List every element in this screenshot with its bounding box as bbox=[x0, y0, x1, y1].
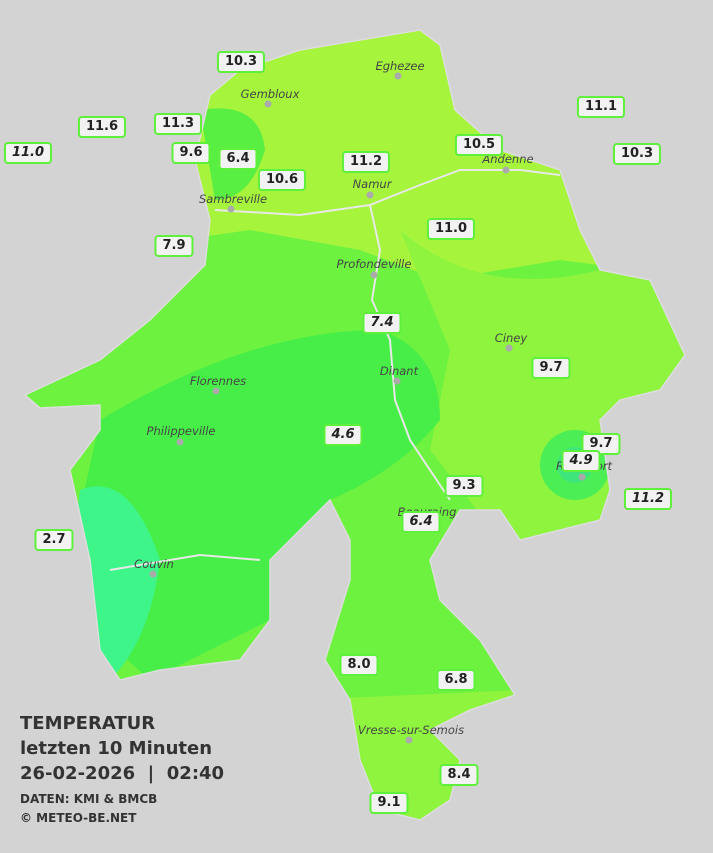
legend-copyright: © METEO-BE.NET bbox=[20, 811, 137, 825]
city-label: Gembloux bbox=[240, 87, 300, 101]
legend-source: DATEN: KMI & BMCB bbox=[20, 792, 158, 806]
station-temperature: 8.4 bbox=[439, 764, 479, 786]
station-temperature: 7.4 bbox=[362, 312, 402, 334]
station-temperature: 7.9 bbox=[154, 235, 194, 257]
station-temperature: 9.7 bbox=[531, 357, 571, 379]
city-label: Dinant bbox=[379, 364, 419, 378]
city-label: Ciney bbox=[494, 331, 528, 345]
city-label: Namur bbox=[352, 177, 392, 191]
city-label: Eghezee bbox=[375, 59, 425, 73]
station-temperature: 11.2 bbox=[341, 151, 391, 173]
legend-datetime: 26-02-2026 | 02:40 bbox=[20, 763, 225, 784]
city-label: Couvin bbox=[134, 557, 174, 571]
station-temperature: 6.4 bbox=[401, 511, 441, 533]
station-temperature: 11.6 bbox=[77, 116, 127, 138]
city-label: Philippeville bbox=[146, 424, 216, 438]
station-temperature: 11.0 bbox=[3, 142, 53, 164]
station-temperature: 10.3 bbox=[612, 143, 662, 165]
city-label: Vresse-sur-Semois bbox=[357, 723, 465, 737]
station-temperature: 8.0 bbox=[339, 654, 379, 676]
station-temperature: 9.1 bbox=[369, 792, 409, 814]
station-temperature: 9.7 bbox=[581, 433, 621, 455]
station-temperature: 11.2 bbox=[623, 488, 673, 510]
station-temperature: 10.6 bbox=[257, 169, 307, 191]
station-temperature: 10.3 bbox=[216, 51, 266, 73]
station-temperature: 4.9 bbox=[561, 450, 601, 472]
city-label: Florennes bbox=[189, 374, 247, 388]
station-temperature: 10.5 bbox=[454, 134, 504, 156]
station-temperature: 2.7 bbox=[34, 529, 74, 551]
station-temperature: 11.0 bbox=[426, 218, 476, 240]
station-temperature: 6.4 bbox=[218, 148, 258, 170]
station-temperature: 11.1 bbox=[576, 96, 626, 118]
legend-period: letzten 10 Minuten bbox=[20, 738, 213, 759]
station-temperature: 11.3 bbox=[153, 113, 203, 135]
legend-title: TEMPERATUR bbox=[20, 713, 156, 734]
city-label: Profondeville bbox=[336, 257, 412, 271]
station-temperature: 9.3 bbox=[444, 475, 484, 497]
station-temperature: 9.6 bbox=[171, 142, 211, 164]
station-temperature: 4.6 bbox=[323, 424, 363, 446]
city-label: Sambreville bbox=[198, 192, 268, 206]
city-dots bbox=[149, 72, 586, 744]
station-temperature: 6.8 bbox=[436, 669, 476, 691]
